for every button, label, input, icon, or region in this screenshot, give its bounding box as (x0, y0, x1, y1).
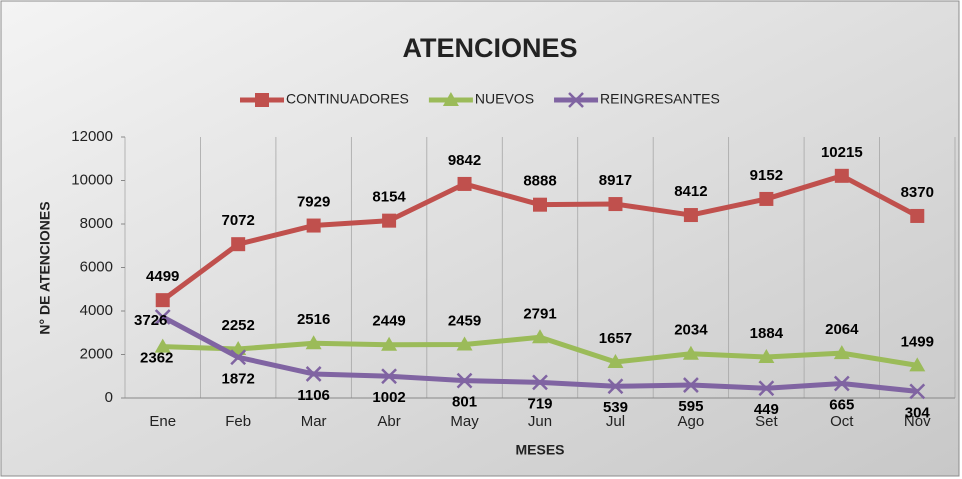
data-label: 2449 (372, 313, 405, 330)
marker (305, 335, 322, 350)
x-tick-label: Ene (149, 413, 176, 430)
y-tick-label: 2000 (80, 345, 113, 362)
y-tick-label: 12000 (71, 128, 113, 145)
data-label: 7929 (297, 194, 330, 211)
data-label: 2252 (221, 317, 254, 334)
marker (607, 378, 624, 395)
legend-label: CONTINUADORES (286, 91, 409, 107)
marker (381, 336, 398, 351)
x-tick-label: Set (755, 413, 778, 430)
data-label: 2064 (825, 321, 859, 338)
marker (758, 349, 775, 364)
marker (683, 208, 698, 223)
data-label: 4499 (146, 268, 179, 285)
x-tick-label: May (450, 413, 479, 430)
y-tick-label: 6000 (80, 258, 113, 275)
marker (382, 213, 397, 228)
marker (683, 377, 699, 393)
data-label: 1002 (372, 389, 405, 406)
marker (909, 383, 926, 400)
data-label: 2516 (297, 311, 330, 328)
y-axis-label: N° DE ATENCIONES (37, 201, 53, 334)
marker (533, 197, 547, 212)
x-tick-label: Feb (225, 413, 251, 430)
marker (154, 338, 171, 353)
marker (759, 191, 774, 206)
legend-label: REINGRESANTES (600, 91, 720, 107)
data-label: 10215 (821, 144, 863, 161)
data-label: 1499 (901, 333, 934, 350)
marker (456, 372, 473, 389)
data-label: 8917 (599, 172, 632, 189)
marker (154, 309, 171, 325)
marker (381, 368, 397, 385)
data-label: 8412 (674, 183, 707, 200)
data-label: 8154 (372, 189, 406, 206)
marker (909, 357, 926, 372)
data-label: 2459 (448, 312, 481, 329)
y-tick-label: 0 (105, 389, 113, 406)
data-label: 539 (603, 399, 628, 416)
x-tick-label: Jul (606, 413, 625, 430)
marker (457, 176, 472, 191)
marker (682, 345, 699, 360)
data-label: 8888 (523, 173, 556, 190)
marker (833, 345, 850, 360)
legend-label: NUEVOS (475, 91, 534, 107)
data-label: 801 (452, 394, 477, 411)
marker (833, 375, 850, 392)
data-label: 665 (829, 397, 854, 414)
marker (306, 218, 321, 233)
marker (305, 366, 322, 382)
marker (568, 92, 584, 108)
marker (910, 208, 925, 223)
data-label: 7072 (221, 212, 254, 229)
data-label: 9842 (448, 152, 481, 169)
data-label: 304 (905, 404, 931, 421)
marker (255, 93, 269, 107)
x-tick-label: Abr (377, 413, 400, 430)
data-label: 9152 (750, 167, 783, 184)
series (154, 309, 926, 400)
data-label: 2362 (140, 350, 173, 367)
marker (442, 92, 459, 106)
x-tick-label: Ago (678, 413, 705, 430)
marker (608, 197, 623, 212)
marker (230, 349, 247, 366)
data-label: 8370 (901, 184, 934, 201)
y-tick-label: 4000 (80, 302, 113, 319)
data-label: 2791 (523, 305, 556, 322)
marker (231, 237, 246, 252)
data-label: 2034 (674, 322, 708, 339)
marker (607, 353, 624, 368)
y-tick-label: 10000 (71, 171, 113, 188)
data-label: 1884 (750, 325, 784, 342)
marker (456, 336, 473, 351)
marker (834, 168, 849, 183)
x-axis-label: MESES (515, 442, 564, 458)
marker (532, 329, 548, 344)
data-label: 449 (754, 401, 779, 418)
x-tick-label: Jun (528, 413, 552, 430)
marker (532, 374, 548, 391)
marker (155, 293, 170, 308)
marker (758, 380, 775, 397)
data-label: 1106 (297, 387, 330, 404)
y-tick-label: 8000 (80, 215, 113, 232)
x-tick-label: Mar (301, 413, 327, 430)
series (155, 168, 925, 308)
x-tick-label: Nov (904, 413, 931, 430)
data-label: 1872 (221, 370, 254, 387)
data-label: 1657 (599, 330, 632, 347)
chart-title: ATENCIONES (402, 33, 577, 63)
data-label: 719 (527, 395, 552, 412)
data-label: 3726 (134, 312, 167, 329)
data-label: 595 (678, 398, 703, 415)
x-tick-label: Oct (830, 413, 854, 430)
